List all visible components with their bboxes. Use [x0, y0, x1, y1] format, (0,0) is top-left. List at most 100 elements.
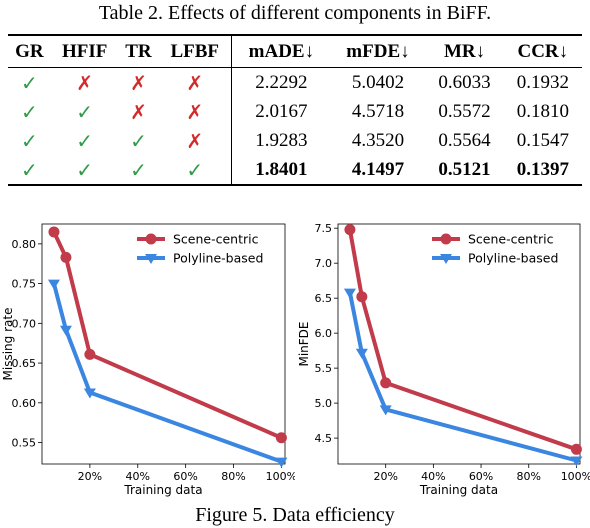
- x-tick-label: 80%: [517, 470, 541, 483]
- x-tick-label: 100%: [266, 470, 295, 483]
- x-tick-label: 20%: [373, 470, 397, 483]
- cross-icon: ✗: [186, 99, 204, 124]
- value-mr: 0.5121: [438, 158, 491, 180]
- y-tick-label: 0.75: [12, 278, 37, 291]
- data-point: [47, 279, 60, 290]
- data-point: [344, 224, 356, 236]
- data-point: [275, 432, 287, 444]
- check-icon: ✓: [76, 99, 94, 124]
- legend-label: Polyline-based: [173, 251, 263, 266]
- cross-icon: ✗: [130, 99, 147, 124]
- y-axis-label: Missing rate: [1, 308, 15, 381]
- x-tick-label: 40%: [421, 470, 445, 483]
- legend-label: Polyline-based: [468, 251, 558, 266]
- data-point: [379, 405, 392, 416]
- series-line: [52, 231, 283, 440]
- data-point: [570, 443, 582, 455]
- y-tick-label: 5.0: [315, 397, 333, 410]
- series-line: [52, 283, 283, 464]
- y-tick-label: 5.5: [315, 362, 333, 375]
- check-icon: ✓: [76, 157, 94, 182]
- header-ccr: CCR↓: [517, 40, 569, 62]
- value-mfde: 4.1497: [351, 158, 405, 180]
- table-row: ✓ ✓ ✓ ✗ 1.9283 4.3520 0.5564 0.1547: [8, 126, 582, 155]
- data-point: [380, 377, 392, 389]
- value-mfde: 5.0402: [351, 71, 405, 93]
- cross-icon: ✗: [186, 70, 204, 95]
- plot-frame: [337, 223, 581, 465]
- value-mr: 0.6033: [438, 71, 491, 93]
- missing-rate-chart: 20% 40% 60% 80% 100% 0.55 0.60 0.65 0.70 0.75 0.80…: [1, 223, 295, 497]
- x-tick-label: 100%: [561, 470, 590, 483]
- data-point: [570, 456, 583, 467]
- table-body: ✓ ✗ ✗ ✗ 2.2292 5.0402 0.6033 0.1932 ✓ ✓ …: [8, 67, 582, 185]
- header-tr: TR: [125, 40, 152, 62]
- data-point: [275, 457, 288, 468]
- cross-icon: ✗: [186, 128, 204, 153]
- figure-caption: Figure 5. Data efficiency: [195, 504, 395, 526]
- value-ccr: 0.1932: [516, 71, 569, 93]
- value-made: 2.2292: [231, 67, 331, 97]
- y-tick-label: 0.55: [12, 437, 37, 450]
- series-line: [347, 292, 577, 463]
- value-ccr: 0.1547: [516, 129, 569, 151]
- header-mr: MR↓: [443, 40, 486, 62]
- value-mfde: 4.5718: [351, 100, 405, 122]
- value-ccr: 0.1397: [516, 158, 569, 180]
- check-icon: ✓: [76, 128, 94, 153]
- x-tick-label: 20%: [78, 470, 102, 483]
- x-tick-label: 40%: [126, 470, 150, 483]
- header-lfbf: LFBF: [170, 40, 220, 62]
- value-ccr: 0.1810: [516, 100, 569, 122]
- data-point: [60, 251, 72, 263]
- minfde-chart: 20% 40% 60% 80% 100% 4.5 5.0 5.5 6.0 6.5 7.0 7.5 Tra…: [297, 222, 590, 497]
- y-tick-label: 7.5: [315, 222, 333, 235]
- value-mfde: 4.3520: [351, 129, 405, 151]
- check-icon: ✓: [20, 70, 38, 95]
- data-point: [355, 348, 368, 359]
- check-icon: ✓: [20, 99, 38, 124]
- value-made: 2.0167: [231, 97, 331, 126]
- value-mr: 0.5572: [438, 100, 491, 122]
- y-tick-label: 7.0: [315, 257, 333, 270]
- header-mfde: mFDE↓: [346, 40, 410, 62]
- legend-marker: [145, 254, 157, 264]
- legend-marker: [145, 233, 157, 245]
- cross-icon: ✗: [76, 70, 94, 95]
- data-point: [343, 288, 356, 299]
- x-tick-label: 60%: [173, 470, 197, 483]
- y-tick-label: 0.60: [12, 397, 37, 410]
- y-tick-label: 0.80: [12, 238, 37, 251]
- data-point: [83, 388, 96, 399]
- plot-frame: [41, 223, 286, 465]
- x-tick-label: 60%: [469, 470, 493, 483]
- cross-icon: ✗: [130, 70, 147, 95]
- check-icon: ✓: [130, 157, 147, 182]
- data-point: [356, 291, 368, 303]
- y-tick-label: 6.0: [315, 327, 333, 340]
- y-tick-label: 4.5: [315, 432, 333, 445]
- header-hfif: HFIF: [61, 40, 108, 62]
- table-row: ✓ ✗ ✗ ✗ 2.2292 5.0402 0.6033 0.1932: [8, 67, 582, 97]
- x-axis-label: Training data: [123, 483, 202, 497]
- table-header-row: GR HFIF TR LFBF mADE↓ mFDE↓ MR↓ CCR↓: [8, 35, 582, 68]
- data-point: [48, 226, 60, 238]
- table-row-best: ✓ ✓ ✓ ✓ 1.8401 4.1497 0.5121 0.1397: [8, 155, 582, 185]
- data-point: [59, 325, 72, 336]
- value-mr: 0.5564: [438, 129, 491, 151]
- y-tick-label: 0.65: [12, 357, 37, 370]
- legend-marker: [440, 233, 452, 245]
- y-tick-label: 6.5: [315, 292, 333, 305]
- table-row: ✓ ✓ ✗ ✗ 2.0167 4.5718 0.5572 0.1810: [8, 97, 582, 126]
- header-gr: GR: [15, 40, 44, 62]
- value-made: 1.9283: [231, 126, 331, 155]
- x-axis-label: Training data: [419, 483, 498, 497]
- check-icon: ✓: [186, 157, 204, 182]
- check-icon: ✓: [20, 128, 38, 153]
- y-tick-label: 0.70: [12, 317, 37, 330]
- header-made: mADE↓: [231, 35, 331, 68]
- legend-label: Scene-centric: [468, 232, 554, 247]
- check-icon: ✓: [130, 128, 147, 153]
- check-icon: ✓: [20, 157, 38, 182]
- data-point: [84, 348, 96, 360]
